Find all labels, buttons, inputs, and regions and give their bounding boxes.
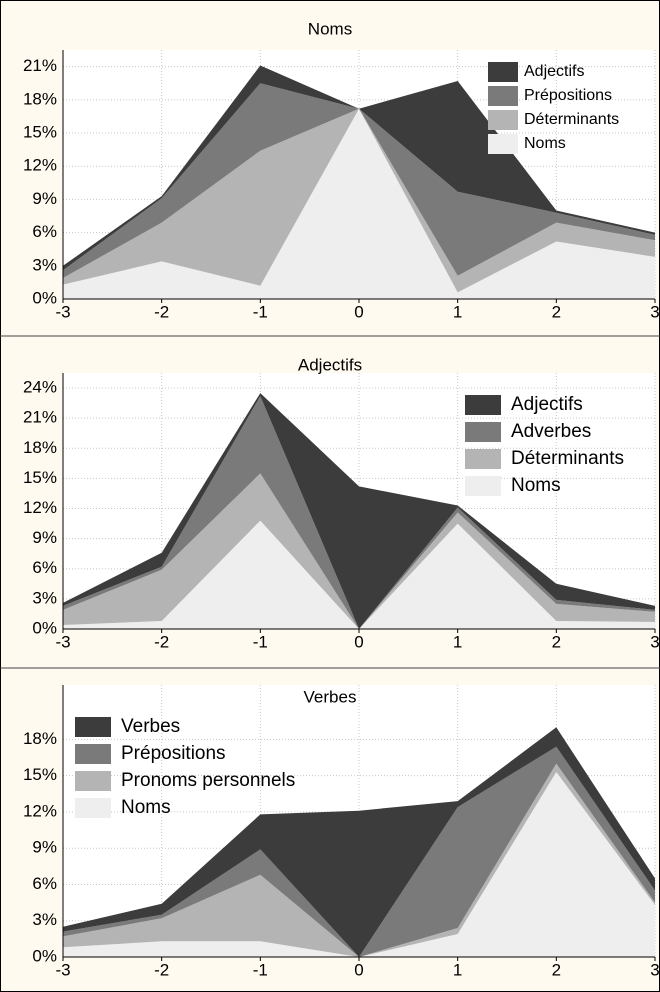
legend-swatch — [488, 110, 518, 130]
y-tick-label: 9% — [32, 528, 57, 547]
y-tick-label: 24% — [23, 378, 57, 397]
y-tick-label: 3% — [32, 588, 57, 607]
chart-title: Adjectifs — [298, 355, 362, 374]
legend-swatch — [488, 86, 518, 106]
legend-label: Adjectifs — [524, 63, 584, 80]
legend-swatch — [75, 744, 111, 764]
x-tick-label: 3 — [650, 302, 659, 321]
chart-title: Noms — [308, 19, 352, 38]
y-tick-label: 18% — [23, 729, 57, 748]
y-tick-label: 21% — [23, 408, 57, 427]
legend-label: Prépositions — [524, 87, 612, 104]
y-tick-label: 15% — [23, 122, 57, 141]
area — [63, 473, 655, 629]
y-tick-label: 12% — [23, 498, 57, 517]
x-tick-label: -2 — [154, 302, 169, 321]
x-tick-label: -2 — [154, 632, 169, 651]
y-tick-label: 3% — [32, 255, 57, 274]
y-tick-label: 6% — [32, 874, 57, 893]
y-tick-label: 6% — [32, 222, 57, 241]
legend-swatch — [75, 717, 111, 737]
legend-swatch — [75, 771, 111, 791]
x-tick-label: 2 — [552, 302, 561, 321]
y-tick-label: 0% — [32, 618, 57, 637]
x-tick-label: 1 — [453, 960, 462, 979]
legend-swatch — [488, 62, 518, 82]
y-tick-label: 18% — [23, 89, 57, 108]
legend-label: Noms — [121, 797, 171, 818]
legend-label: Déterminants — [524, 111, 619, 128]
legend-swatch — [465, 449, 501, 469]
y-tick-label: 0% — [32, 288, 57, 307]
x-tick-label: -3 — [55, 302, 70, 321]
legend-label: Adverbes — [511, 421, 591, 442]
area — [63, 396, 655, 629]
area — [63, 393, 655, 629]
y-tick-label: 15% — [23, 468, 57, 487]
y-tick-label: 21% — [23, 56, 57, 75]
x-tick-label: -1 — [253, 632, 268, 651]
x-tick-label: -2 — [154, 960, 169, 979]
y-tick-label: 15% — [23, 765, 57, 784]
y-tick-label: 12% — [23, 156, 57, 175]
legend-swatch — [465, 395, 501, 415]
legend-label: Prépositions — [121, 743, 226, 764]
x-tick-label: 0 — [354, 960, 363, 979]
area — [63, 108, 655, 299]
x-tick-label: 3 — [650, 632, 659, 651]
legend-label: Pronoms personnels — [121, 770, 295, 791]
area — [63, 772, 655, 957]
y-tick-label: 3% — [32, 910, 57, 929]
x-tick-label: -1 — [253, 960, 268, 979]
x-tick-label: 3 — [650, 960, 659, 979]
x-tick-label: 2 — [552, 960, 561, 979]
y-tick-label: 6% — [32, 558, 57, 577]
x-tick-label: 1 — [453, 632, 462, 651]
x-tick-label: -3 — [55, 632, 70, 651]
area — [63, 746, 655, 957]
x-tick-label: 0 — [354, 632, 363, 651]
area — [63, 108, 655, 293]
legend-label: Adjectifs — [511, 394, 583, 415]
legend-swatch — [465, 422, 501, 442]
x-tick-label: 1 — [453, 302, 462, 321]
x-tick-label: 2 — [552, 632, 561, 651]
x-tick-label: -3 — [55, 960, 70, 979]
y-tick-label: 0% — [32, 946, 57, 965]
x-tick-label: -1 — [253, 302, 268, 321]
area — [63, 727, 655, 957]
y-tick-label: 9% — [32, 189, 57, 208]
area — [63, 83, 655, 278]
legend-swatch — [465, 476, 501, 496]
legend-swatch — [488, 134, 518, 154]
x-tick-label: 0 — [354, 302, 363, 321]
area — [63, 520, 655, 629]
legend-label: Déterminants — [511, 448, 624, 469]
legend-label: Verbes — [121, 716, 180, 737]
legend-label: Noms — [511, 475, 561, 496]
chart-title: Verbes — [304, 687, 357, 706]
y-tick-label: 9% — [32, 838, 57, 857]
legend-swatch — [75, 798, 111, 818]
y-tick-label: 12% — [23, 801, 57, 820]
area — [63, 763, 655, 957]
y-tick-label: 18% — [23, 438, 57, 457]
legend-label: Noms — [524, 135, 566, 152]
